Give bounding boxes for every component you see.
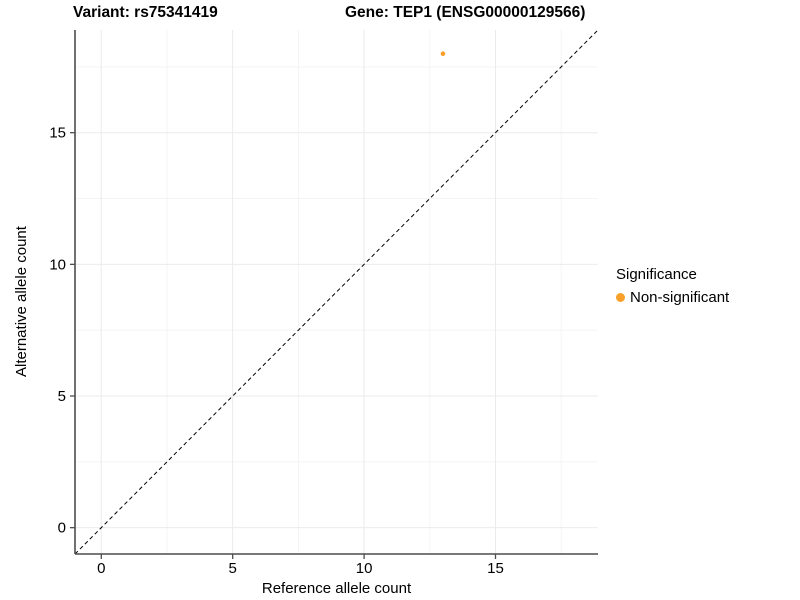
data-point — [440, 51, 446, 56]
legend-title: Significance — [616, 266, 697, 283]
y-axis-title: Alternative allele count — [13, 226, 30, 377]
legend-item: Non-significant — [616, 289, 729, 306]
x-axis-title: Reference allele count — [261, 580, 412, 597]
gene-title: Gene: TEP1 (ENSG00000129566) — [345, 4, 586, 21]
legend-item-label: Non-significant — [630, 289, 730, 306]
y-tick-label: 15 — [49, 125, 66, 142]
x-tick-label: 0 — [97, 560, 105, 577]
legend-point-icon — [616, 293, 625, 302]
x-tick-label: 15 — [487, 560, 504, 577]
x-tick-label: 5 — [229, 560, 237, 577]
y-tick-label: 10 — [49, 256, 66, 273]
x-tick-label: 10 — [356, 560, 373, 577]
y-tick-label: 5 — [58, 388, 66, 405]
variant-title: Variant: rs75341419 — [73, 4, 218, 21]
y-tick-label: 0 — [58, 520, 66, 537]
legend: Significance Non-significant — [616, 266, 729, 306]
identity-line — [74, 29, 599, 555]
